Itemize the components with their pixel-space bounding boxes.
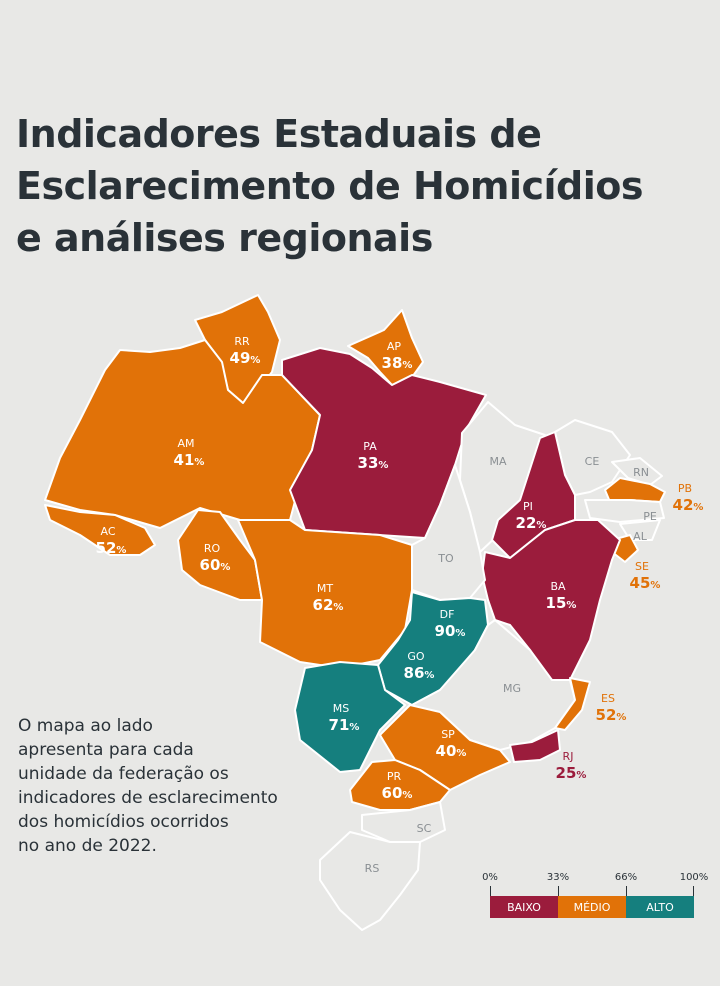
description-line-2: apresenta para cada <box>18 740 194 760</box>
state-label-pb: PB <box>678 482 692 495</box>
state-value-es: 52% <box>596 706 627 724</box>
state-label-ce: CE <box>585 455 600 468</box>
state-label-ma: MA <box>489 455 506 468</box>
state-label-to: TO <box>437 552 454 565</box>
state-label-go: GO <box>407 650 425 663</box>
state-rn <box>611 457 663 486</box>
state-pe <box>584 499 665 523</box>
state-label-rj: RJ <box>563 750 574 763</box>
state-ba <box>481 519 621 681</box>
legend-tick-100: 100% <box>679 872 709 883</box>
state-label-sp: SP <box>441 728 455 741</box>
state-label-ba: BA <box>550 580 566 593</box>
title-line-2: Esclarecimento de Homicídios <box>16 164 644 208</box>
state-label-sc: SC <box>417 822 432 835</box>
state-mt <box>237 519 413 669</box>
legend-tick-33: 33% <box>546 872 570 883</box>
state-value-rj: 25% <box>556 764 587 782</box>
description-line-3: unidade da federação os <box>18 764 229 784</box>
state-label-pr: PR <box>387 770 402 783</box>
title-line-3: e análises regionais <box>16 216 433 260</box>
state-rj <box>509 729 561 763</box>
legend-tick-line <box>693 886 694 896</box>
state-pr <box>349 759 451 811</box>
state-label-es: ES <box>601 692 615 705</box>
description-line-1: O mapa ao lado <box>18 716 153 736</box>
state-label-ro: RO <box>204 542 221 555</box>
state-label-pa: PA <box>363 440 377 453</box>
state-label-ms: MS <box>333 702 349 715</box>
title-line-1: Indicadores Estaduais de <box>16 112 542 156</box>
state-label-mg: MG <box>503 682 521 695</box>
legend-segment-alto: ALTO <box>626 896 694 918</box>
state-label-df: DF <box>440 608 455 621</box>
state-ac <box>44 504 156 556</box>
state-am <box>44 339 321 529</box>
state-label-rr: RR <box>234 335 250 348</box>
state-ap <box>347 309 424 386</box>
state-label-ap: AP <box>387 340 402 353</box>
state-rs <box>319 831 421 931</box>
state-label-al: AL <box>633 530 648 543</box>
state-value-pb: 42% <box>673 496 704 514</box>
legend-segment-baixo: BAIXO <box>490 896 558 918</box>
state-label-am: AM <box>177 437 194 450</box>
description-line-5: dos homicídios ocorridos <box>18 812 229 832</box>
state-sc <box>361 801 446 843</box>
legend-tick-line <box>558 886 559 896</box>
legend-tick-0: 0% <box>482 872 498 883</box>
legend-segment-medio: MÉDIO <box>558 896 626 918</box>
state-label-mt: MT <box>317 582 333 595</box>
legend-tick-line <box>626 886 627 896</box>
state-ms <box>294 661 406 773</box>
legend-tick-66: 66% <box>614 872 638 883</box>
state-value-se: 45% <box>630 574 661 592</box>
state-label-se: SE <box>635 560 649 573</box>
map-description: O mapa ao lado apresenta para cada unida… <box>18 714 308 858</box>
description-line-4: indicadores de esclarecimento <box>18 788 278 808</box>
state-label-pe: PE <box>643 510 657 523</box>
map-legend: 0% 33% 66% 100% BAIXO MÉDIO ALTO <box>482 872 708 918</box>
state-label-rn: RN <box>633 466 649 479</box>
state-label-pi: PI <box>523 500 533 513</box>
state-label-rs: RS <box>365 862 380 875</box>
page-title: Indicadores Estaduais de Esclarecimento … <box>16 108 676 264</box>
state-es <box>554 677 591 731</box>
state-label-ac: AC <box>100 525 115 538</box>
description-line-6: no ano de 2022. <box>18 836 157 856</box>
legend-tick-line <box>490 886 491 896</box>
